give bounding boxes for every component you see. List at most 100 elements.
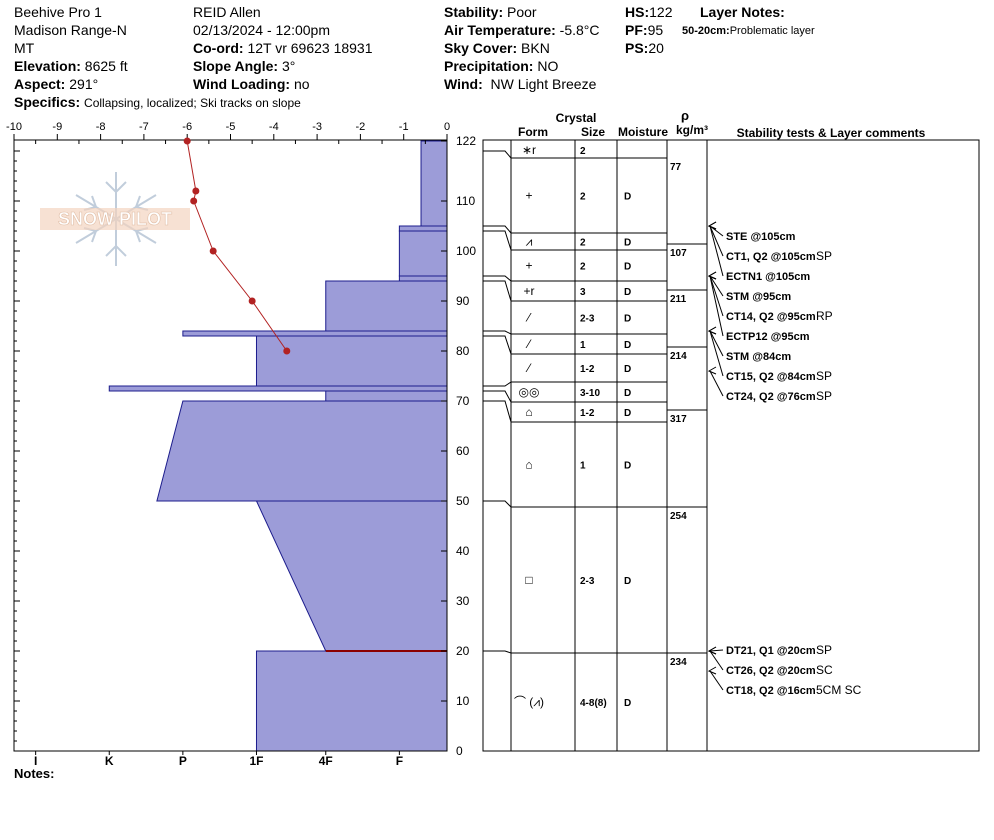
depth-tick-label-5: 50 <box>456 494 470 508</box>
ps-row: PS:20 <box>625 40 664 56</box>
layer-moisture-11: D <box>624 576 631 587</box>
hs-value: 122 <box>649 4 673 20</box>
layer-connector-10 <box>483 400 512 423</box>
depth-tick-label-0: 0 <box>456 744 463 758</box>
size-header: Size <box>581 125 605 139</box>
layer-moisture-9: D <box>624 408 631 419</box>
hardness-layer-0 <box>420 140 448 227</box>
layer-table-frame <box>482 139 980 752</box>
hardness-layer-10 <box>255 500 448 652</box>
density-value-3: 214 <box>670 351 687 362</box>
hardness-layer-4 <box>325 280 448 332</box>
location-name: Beehive Pro 1 <box>14 4 102 20</box>
stability-test-result-4: RP <box>816 309 833 323</box>
temperature-point-3 <box>209 247 217 255</box>
air-temp-value: -5.8°C <box>559 22 600 38</box>
layer-size-9: 1-2 <box>580 408 595 419</box>
hardness-layer-6 <box>255 335 448 387</box>
stability-test-result-1: SP <box>816 249 832 263</box>
test-arrow-8 <box>709 370 724 397</box>
layer-size-2: 2 <box>580 238 586 249</box>
layer-form-10: ⌂ <box>525 458 532 472</box>
temp-tick-label-7: -3 <box>312 121 322 133</box>
depth-tick-label-7: 70 <box>456 394 470 408</box>
sky-value: BKN <box>521 40 550 56</box>
hs-row: HS:122 <box>625 4 673 20</box>
hardness-layer-9 <box>156 400 448 502</box>
stability-test-7: CT15, Q2 @84cm <box>726 371 816 383</box>
stability-test-8: CT24, Q2 @76cm <box>726 391 816 403</box>
stability-test-result-10: SC <box>816 663 833 677</box>
layer-moisture-12: D <box>624 698 631 709</box>
temp-tick-label-6: -4 <box>269 121 279 133</box>
layer-moisture-4: D <box>624 287 631 298</box>
layer-form-11: □ <box>525 573 532 587</box>
layer-moisture-8: D <box>624 388 631 399</box>
test-arrow-10 <box>709 650 724 671</box>
layer-connector-1 <box>483 150 512 159</box>
temp-tick-label-2: -8 <box>96 121 106 133</box>
layer-connector-6 <box>483 330 512 335</box>
depth-tick-label-4: 40 <box>456 544 470 558</box>
layer-form-8: ◎◎ <box>519 385 540 399</box>
snowpilot-logo: SNOW PILOT <box>40 172 190 266</box>
layer-connector-3 <box>483 230 512 251</box>
header-col2: REID Allen 02/13/2024 - 12:00pm Co-ord: … <box>193 3 373 93</box>
hardness-tick-label-3: 1F <box>249 754 263 768</box>
stability-value: Poor <box>507 4 537 20</box>
layer-connector-5 <box>483 280 512 302</box>
test-arrowhead-5 <box>707 271 717 280</box>
moisture-header: Moisture <box>618 125 668 139</box>
layer-moisture-3: D <box>624 262 631 273</box>
hardness-layer-3 <box>398 275 448 282</box>
hardness-layer-5 <box>182 330 448 337</box>
layer-size-0: 2 <box>580 146 586 157</box>
temperature-point-5 <box>283 347 291 355</box>
stability-test-5: ECTP12 @95cm <box>726 331 810 343</box>
stability-test-0: STE @105cm <box>726 231 796 243</box>
observer-name: REID Allen <box>193 4 261 20</box>
test-arrow-2 <box>709 225 724 277</box>
test-arrowhead-10 <box>707 646 717 655</box>
temperature-point-0 <box>183 137 191 145</box>
density-header-unit: kg/m³ <box>676 123 708 137</box>
temp-tick-label-0: -10 <box>6 121 22 133</box>
hardness-tick-label-4: 4F <box>319 754 333 768</box>
test-arrow-5 <box>709 275 724 337</box>
test-arrowhead-7 <box>707 326 717 335</box>
stability-test-11: CT18, Q2 @16cm <box>726 685 816 697</box>
stability-test-4: CT14, Q2 @95cm <box>726 311 816 323</box>
test-arrow-6 <box>709 330 724 357</box>
form-header: Form <box>518 125 548 139</box>
layer-size-4: 3 <box>580 287 586 298</box>
layer-form-5: ⁄ <box>525 311 532 325</box>
layer-notes-title: Layer Notes: <box>700 4 785 20</box>
stability-test-result-11: 5CM SC <box>816 683 862 697</box>
layer-connector-8 <box>483 381 512 387</box>
hardness-tick-label-5: F <box>396 754 403 768</box>
comments-header: Stability tests & Layer comments <box>737 126 926 140</box>
test-arrow-7 <box>709 330 724 377</box>
temp-tick-label-1: -9 <box>52 121 62 133</box>
hardness-layer-1 <box>398 225 448 232</box>
temp-tick-label-3: -7 <box>139 121 149 133</box>
layer-connector-2 <box>483 225 512 234</box>
layer-form-4: +r <box>523 284 534 298</box>
slope-value: 3° <box>281 58 296 74</box>
layer-form-2: ⩘ <box>526 235 533 249</box>
layer-note-text: Problematic layer <box>729 25 815 37</box>
precip-row: Precipitation: NO <box>444 58 559 74</box>
coord-row: Co-ord: 12T vr 69623 18931 <box>193 40 373 56</box>
density-value-5: 254 <box>670 511 687 522</box>
temperature-line <box>186 140 288 352</box>
depth-tick-label-6: 60 <box>456 444 470 458</box>
test-arrow-4 <box>709 275 724 317</box>
wind-row: Wind: NW Light Breeze <box>444 76 597 92</box>
stability-test-3: STM @95cm <box>726 291 791 303</box>
depth-tick-label-3: 30 <box>456 594 470 608</box>
layer-size-10: 1 <box>580 461 586 472</box>
layer-connector-7 <box>483 335 512 355</box>
depth-tick-label-8: 80 <box>456 344 470 358</box>
temp-tick-label-10: 0 <box>444 121 450 133</box>
